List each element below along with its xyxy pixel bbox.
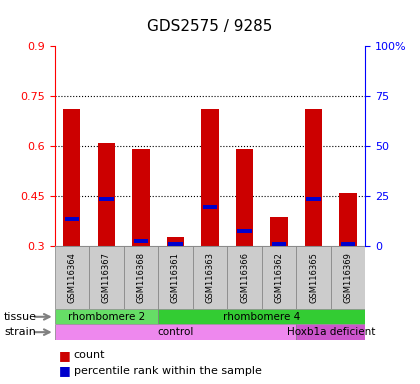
FancyBboxPatch shape [123,246,158,309]
Text: GSM116362: GSM116362 [275,252,284,303]
FancyBboxPatch shape [297,246,331,309]
FancyBboxPatch shape [158,309,365,324]
Text: GDS2575 / 9285: GDS2575 / 9285 [147,19,273,35]
FancyBboxPatch shape [55,246,89,309]
Bar [167,237,184,246]
Text: Hoxb1a deficient: Hoxb1a deficient [287,327,375,337]
Text: ■: ■ [59,349,71,362]
FancyBboxPatch shape [331,246,365,309]
Text: rhombomere 4: rhombomere 4 [223,312,300,322]
Bar [98,142,115,246]
Bar [134,239,148,243]
Text: GSM116365: GSM116365 [309,252,318,303]
Text: GSM116361: GSM116361 [171,252,180,303]
Text: percentile rank within the sample: percentile rank within the sample [74,366,261,376]
Bar [341,242,355,246]
FancyBboxPatch shape [193,246,227,309]
Text: GSM116367: GSM116367 [102,252,111,303]
Text: ■: ■ [59,364,71,377]
FancyBboxPatch shape [55,324,297,340]
FancyBboxPatch shape [227,246,262,309]
Bar [168,242,183,246]
Text: control: control [157,327,194,337]
FancyBboxPatch shape [89,246,123,309]
Bar [272,242,286,246]
Bar [65,217,79,221]
Bar [270,217,288,246]
Text: GSM116368: GSM116368 [136,252,145,303]
Bar [339,192,357,246]
FancyBboxPatch shape [262,246,297,309]
Text: rhombomere 2: rhombomere 2 [68,312,145,322]
FancyBboxPatch shape [297,324,365,340]
Text: strain: strain [4,327,36,337]
Bar [63,109,81,246]
Bar [99,197,114,201]
Bar [306,197,321,201]
FancyBboxPatch shape [158,246,193,309]
Text: tissue: tissue [4,312,37,322]
Text: GSM116366: GSM116366 [240,252,249,303]
Bar [132,149,150,246]
FancyBboxPatch shape [55,309,158,324]
Bar [201,109,219,246]
Text: GSM116363: GSM116363 [205,252,215,303]
Text: count: count [74,350,105,360]
Bar [237,229,252,233]
Bar [203,205,217,210]
Text: GSM116364: GSM116364 [67,252,76,303]
Bar [305,109,322,246]
Bar [236,149,253,246]
Text: GSM116369: GSM116369 [344,252,353,303]
